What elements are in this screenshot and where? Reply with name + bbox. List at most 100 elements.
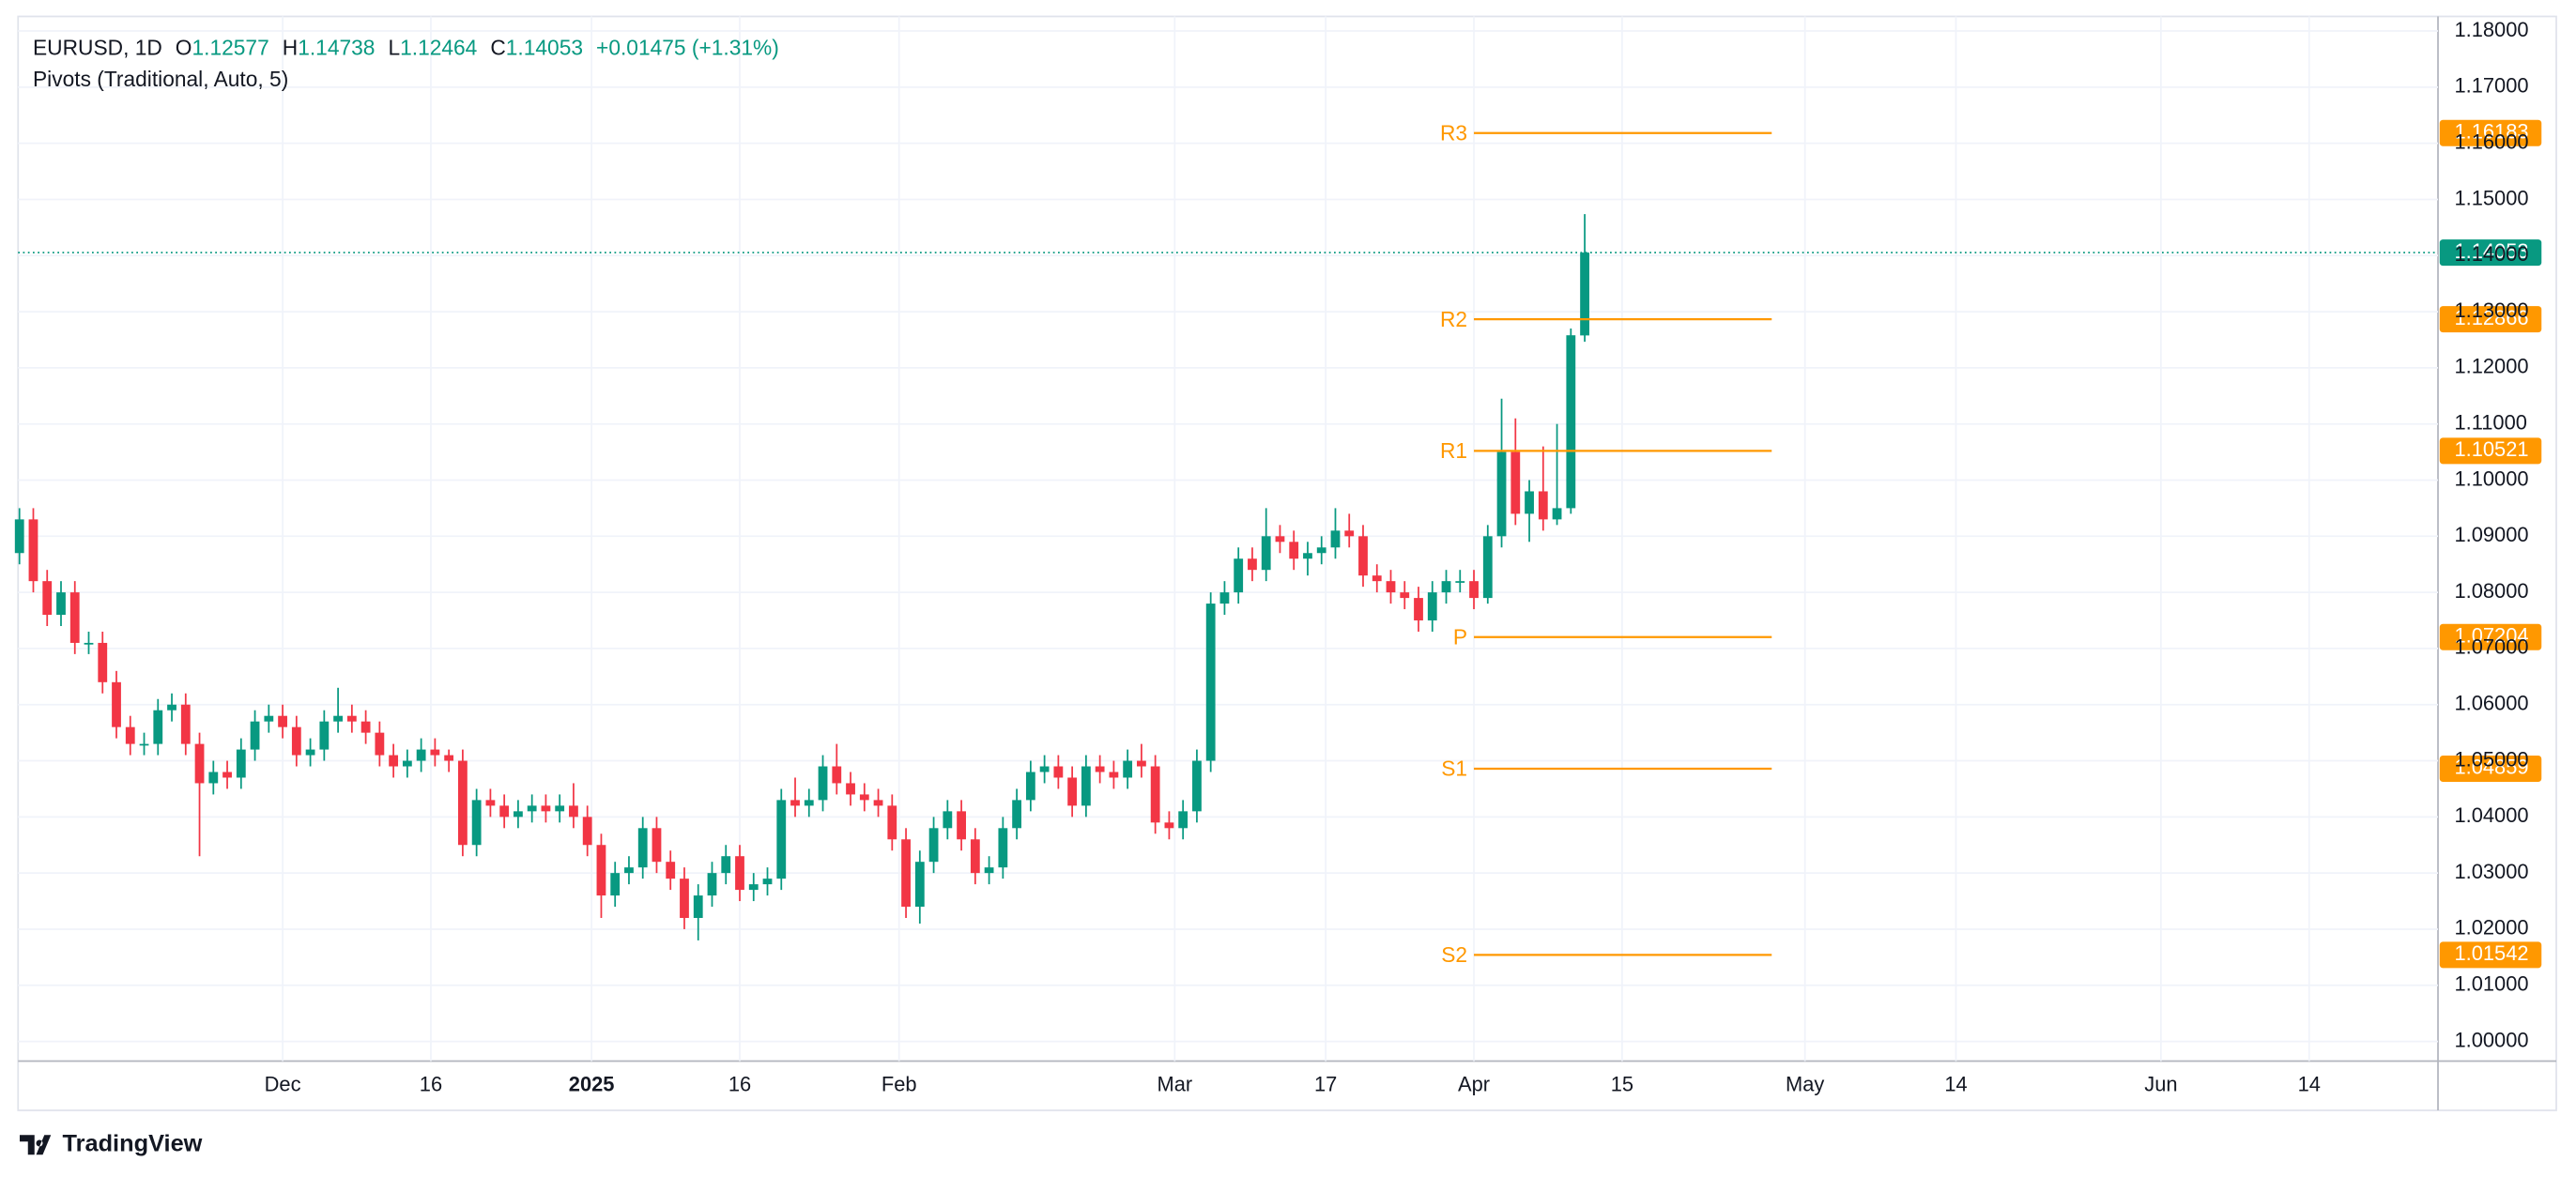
o-value: 1.12577 bbox=[192, 36, 269, 60]
candle-body bbox=[637, 828, 648, 868]
candle-body bbox=[707, 873, 717, 896]
tags: 1.16183 1.12866 1.10521 1.07204 1.04859 1.015… bbox=[2439, 119, 2542, 969]
c-value: 1.14053 bbox=[506, 36, 583, 60]
candle-body bbox=[153, 710, 163, 744]
last-price-tag bbox=[2439, 239, 2542, 267]
candle-body bbox=[818, 766, 828, 801]
candle-body bbox=[514, 811, 523, 818]
pivot-price-tag bbox=[2439, 623, 2542, 650]
candle-body bbox=[389, 755, 399, 767]
x-tick-label: 14 bbox=[1944, 1073, 1967, 1096]
candle-body bbox=[846, 783, 855, 795]
candle-body bbox=[1330, 530, 1341, 548]
candle-body bbox=[1525, 491, 1534, 514]
candle-body bbox=[1039, 766, 1050, 772]
candle-body bbox=[1455, 581, 1465, 583]
candle-body bbox=[582, 817, 592, 846]
candle-body bbox=[194, 743, 205, 784]
candle-body bbox=[957, 811, 966, 840]
legend-header: EURUSD, 1D O1.12577 H1.14738 L1.12464 C1.140… bbox=[33, 36, 779, 60]
candle-body bbox=[84, 642, 94, 645]
candle-body bbox=[873, 800, 883, 806]
candle-body bbox=[1164, 822, 1174, 829]
frame bbox=[17, 15, 2557, 1111]
y-tick-label: 1.01000 bbox=[2455, 972, 2529, 996]
candle-body bbox=[1234, 558, 1244, 593]
symbol: EURUSD, 1D bbox=[33, 36, 162, 60]
candle-body bbox=[859, 794, 869, 801]
candle-body bbox=[762, 879, 773, 885]
candle-body bbox=[984, 867, 994, 874]
candle-body bbox=[804, 800, 814, 806]
l-label: L bbox=[388, 36, 400, 60]
candle-body bbox=[291, 726, 301, 756]
candle-body bbox=[1538, 491, 1548, 520]
o-label: O bbox=[176, 36, 192, 60]
candle-body bbox=[790, 800, 800, 806]
candle-body bbox=[569, 805, 578, 818]
candle-body bbox=[360, 721, 371, 733]
y-tick-label: 1.14000 bbox=[2455, 242, 2529, 266]
candle-body bbox=[305, 749, 315, 756]
change: +0.01475 (+1.31%) bbox=[596, 36, 779, 60]
candle-body bbox=[1386, 581, 1396, 593]
candle-body bbox=[112, 681, 121, 727]
pivot-label: R1 bbox=[1440, 438, 1467, 463]
pivot-price-tag bbox=[2439, 306, 2542, 333]
candle-body bbox=[1067, 777, 1078, 806]
candle-body bbox=[278, 715, 287, 727]
candle-body bbox=[457, 760, 468, 846]
candle-body bbox=[69, 592, 80, 643]
y-tick-label: 1.03000 bbox=[2455, 860, 2529, 883]
candle-body bbox=[1358, 536, 1368, 576]
indicator-label: Pivots (Traditional, Auto, 5) bbox=[33, 67, 288, 91]
pivot-label: R2 bbox=[1440, 307, 1467, 331]
x-tick-label: Jun bbox=[2144, 1073, 2177, 1096]
candle-body bbox=[1414, 598, 1423, 621]
candle-body bbox=[1427, 592, 1437, 621]
candle-body bbox=[1053, 766, 1064, 778]
candle-body bbox=[610, 873, 621, 896]
y-tick-label: 1.11000 bbox=[2455, 410, 2527, 434]
candle-body bbox=[1095, 766, 1105, 772]
candle-body bbox=[375, 732, 385, 756]
candle-body bbox=[319, 721, 330, 750]
candle-body bbox=[56, 592, 66, 616]
last-price-label: 1.14053 bbox=[2455, 239, 2529, 263]
candle-body bbox=[527, 805, 537, 812]
candle-body bbox=[1192, 760, 1202, 812]
candle-body bbox=[914, 862, 925, 908]
y-tick-label: 1.13000 bbox=[2455, 298, 2529, 322]
candle-body bbox=[596, 845, 606, 896]
candle-body bbox=[222, 772, 232, 778]
y-tick-label: 1.00000 bbox=[2455, 1028, 2529, 1051]
candle-body bbox=[693, 895, 703, 918]
candle-body bbox=[444, 755, 454, 761]
x-tick-label: 17 bbox=[1314, 1073, 1337, 1096]
candle-body bbox=[1372, 575, 1382, 582]
pivot-price-tag bbox=[2439, 437, 2542, 465]
pivot-price-label: 1.16183 bbox=[2455, 120, 2529, 144]
marks: R3 R2 R1 P S1 S2 bbox=[14, 120, 2438, 967]
candle-body bbox=[928, 828, 939, 863]
grid bbox=[18, 16, 2438, 1062]
candle-body bbox=[1275, 536, 1285, 543]
candle-body bbox=[970, 839, 980, 874]
x-tick-label: Apr bbox=[1458, 1073, 1490, 1096]
candle-body bbox=[624, 867, 634, 874]
pivot-price-tag bbox=[2439, 119, 2542, 146]
candle-body bbox=[499, 805, 510, 818]
candle-body bbox=[1025, 772, 1035, 801]
candle-body bbox=[333, 715, 343, 722]
candle-body bbox=[998, 828, 1008, 868]
candle-body bbox=[776, 800, 787, 879]
candle-body bbox=[1109, 772, 1119, 778]
candle-body bbox=[735, 856, 744, 891]
y-tick-label: 1.02000 bbox=[2455, 916, 2529, 940]
candle-body bbox=[1219, 592, 1230, 604]
candle-body bbox=[28, 519, 38, 582]
candle-body bbox=[1496, 451, 1507, 537]
candle-body bbox=[14, 519, 24, 554]
